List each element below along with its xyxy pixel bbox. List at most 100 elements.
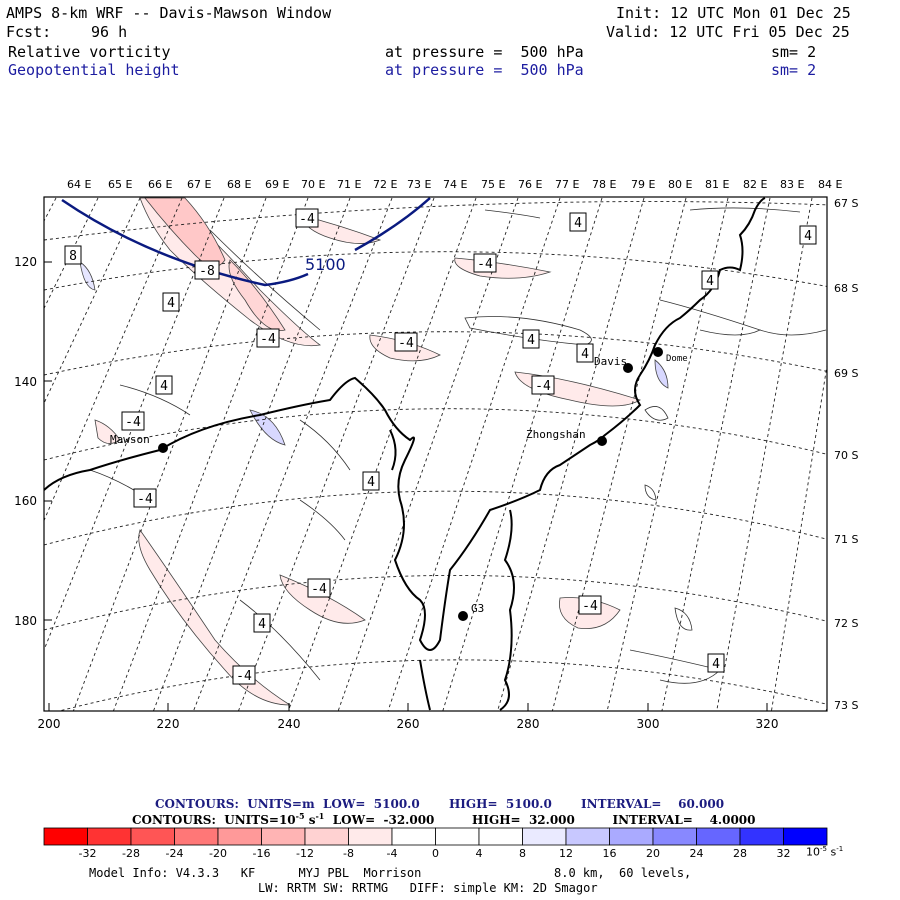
- svg-text:-4: -4: [236, 669, 252, 684]
- y-tick-label: 180: [14, 614, 37, 628]
- valid-time: Valid: 12 UTC Fri 05 Dec 25: [606, 23, 850, 41]
- svg-text:-4: -4: [260, 332, 276, 347]
- station-label-mawson: Mawson: [110, 433, 150, 446]
- x-tick-label: 320: [756, 717, 779, 731]
- forecast-label: Fcst:: [6, 23, 52, 41]
- lon-label: 83 E: [780, 178, 804, 191]
- y-tick-label: 140: [14, 375, 37, 389]
- lon-label: 71 E: [337, 178, 361, 191]
- lon-label: 65 E: [108, 178, 132, 191]
- svg-text:4: 4: [527, 333, 535, 348]
- y-tick-label: 160: [14, 494, 37, 508]
- colorbar-tick-label: -8: [343, 847, 354, 860]
- colorbar-tick-label: 24: [689, 847, 704, 860]
- lat-label: 72 S: [834, 617, 858, 630]
- vorticity-contour-info: CONTOURS: UNITS=10-5 s-1 LOW= -32.000 HI…: [132, 811, 756, 827]
- axis-ticks: [44, 261, 768, 711]
- field1-smoothing: sm= 2: [771, 43, 817, 61]
- lon-label: 70 E: [301, 178, 325, 191]
- lon-label: 64 E: [67, 178, 91, 191]
- svg-text:-4: -4: [311, 582, 327, 597]
- forecast-hour: 96 h: [91, 23, 128, 41]
- colorbar-tick-label: 8: [519, 847, 526, 860]
- field2-level: at pressure = 500 hPa: [385, 61, 584, 79]
- contour-label-box: 4: [162, 292, 180, 312]
- svg-text:-4: -4: [137, 492, 153, 507]
- vorticity-labels: -4 4 4 8 -8 -4 4 4 -4 -4 4 4 -4 4 -4 4 -…: [64, 208, 817, 685]
- lon-label: 78 E: [592, 178, 616, 191]
- colorbar-tick-label: 16: [602, 847, 617, 860]
- colorbar-tick-label: -4: [386, 847, 398, 860]
- contour-label-box: -4: [121, 411, 145, 431]
- lat-label: 67 S: [834, 197, 858, 210]
- station-marker-mawson: [158, 443, 168, 453]
- contour-label-box: -4: [473, 253, 497, 273]
- svg-text:4: 4: [160, 379, 168, 394]
- station-marker-davis: [623, 363, 633, 373]
- svg-text:-4: -4: [535, 379, 551, 394]
- coastline: [44, 197, 766, 711]
- colorbar-tick-label: 12: [559, 847, 573, 860]
- station-marker-g3: [458, 611, 468, 621]
- station-label-g3: G3: [471, 602, 484, 615]
- colorbar-tick-label: 20: [646, 847, 660, 860]
- field1-name: Relative vorticity: [8, 43, 171, 61]
- lat-label: 73 S: [834, 699, 858, 712]
- geopotential-height-contour: [61, 197, 431, 287]
- lat-lon-grid: [44, 197, 827, 711]
- contour-label-box: 4: [569, 212, 587, 232]
- colorbar-cell: [478, 827, 523, 846]
- contour-label-box: 4: [701, 270, 719, 290]
- svg-text:-4: -4: [398, 336, 414, 351]
- map-title: AMPS 8-km WRF -- Davis-Mawson Window: [6, 4, 332, 22]
- colorbar-cell: [174, 827, 219, 846]
- contour-label-box: -4: [394, 332, 418, 352]
- lon-label: 77 E: [555, 178, 579, 191]
- colorbar-cell: [783, 827, 828, 846]
- colorbar: [43, 827, 828, 846]
- lon-label: 74 E: [443, 178, 467, 191]
- svg-text:4: 4: [367, 475, 375, 490]
- lon-label: 82 E: [743, 178, 767, 191]
- field2-name: Geopotential height: [8, 61, 180, 79]
- contour-label-box: 8: [64, 245, 82, 265]
- svg-text:-4: -4: [125, 415, 141, 430]
- colorbar-tick-label: -20: [209, 847, 227, 860]
- colorbar-cell: [261, 827, 306, 846]
- svg-text:-8: -8: [199, 264, 215, 279]
- map-frame: [43, 196, 828, 712]
- colorbar-cell: [435, 827, 480, 846]
- colorbar-tick-label: 28: [733, 847, 747, 860]
- init-time: Init: 12 UTC Mon 01 Dec 25: [616, 4, 851, 22]
- lat-label: 71 S: [834, 533, 858, 546]
- height-contour-info: CONTOURS: UNITS=m LOW= 5100.0 HIGH= 5100…: [155, 797, 725, 811]
- y-axis-labels: 120 140 160 180: [14, 255, 37, 628]
- svg-text:8: 8: [69, 249, 77, 264]
- colorbar-tick-label: -28: [122, 847, 140, 860]
- lon-label: 73 E: [407, 178, 431, 191]
- colorbar-cell: [391, 827, 436, 846]
- lon-label: 84 E: [818, 178, 842, 191]
- colorbar-cell: [217, 827, 262, 846]
- model-resolution: 8.0 km, 60 levels,: [554, 866, 692, 880]
- lon-label: 69 E: [265, 178, 289, 191]
- model-info: Model Info: V4.3.3 KF MYJ PBL Morrison: [89, 866, 422, 880]
- field1-level: at pressure = 500 hPa: [385, 43, 584, 61]
- x-tick-label: 240: [278, 717, 301, 731]
- lat-label: 69 S: [834, 367, 858, 380]
- contour-label-box: 4: [362, 471, 380, 491]
- colorbar-tick-label: 0: [432, 847, 439, 860]
- colorbar-tick-label: 4: [475, 847, 483, 860]
- contour-label-box: -4: [307, 578, 331, 598]
- lon-label: 81 E: [705, 178, 729, 191]
- contour-label-box: 4: [799, 225, 817, 245]
- x-tick-label: 300: [637, 717, 660, 731]
- lon-label: 66 E: [148, 178, 172, 191]
- height-contour-label: 5100: [305, 255, 346, 274]
- x-tick-label: 260: [397, 717, 420, 731]
- field2-smoothing: sm= 2: [771, 61, 817, 79]
- svg-text:-4: -4: [299, 212, 315, 227]
- x-tick-label: 200: [38, 717, 61, 731]
- colorbar-cell: [130, 827, 175, 846]
- svg-text:-4: -4: [582, 599, 598, 614]
